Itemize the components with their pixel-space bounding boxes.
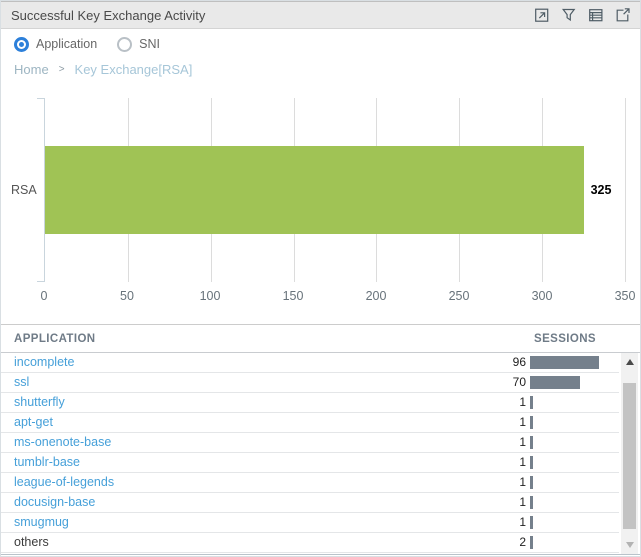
application-table-body: incomplete 96 ssl 70 shutterfly 1 apt-get 1 ms-o… [1,353,619,553]
breadcrumb: Home > Key Exchange[RSA] [1,59,192,79]
application-link-incomplete[interactable]: incomplete [14,355,75,369]
sessions-value: 1 [519,455,526,469]
application-link-league-of-legends[interactable]: league-of-legends [14,475,115,489]
sessions-value: 1 [519,395,526,409]
sessions-bar [530,496,533,509]
category-label-rsa: RSA [11,183,37,197]
x-tick-label: 250 [448,289,470,303]
breadcrumb-home[interactable]: Home [14,61,49,77]
application-link-shutterfly[interactable]: shutterfly [14,395,65,409]
application-link-smugmug[interactable]: smugmug [14,515,69,529]
sessions-bar [530,516,533,529]
widget-titlebar: Successful Key Exchange Activity [1,1,640,29]
scrollbar-down-button[interactable] [621,538,638,552]
x-tick-label: 150 [282,289,304,303]
popout-icon[interactable] [533,6,551,24]
column-header-sessions[interactable]: SESSIONS [534,333,596,345]
bar-value-label: 325 [590,183,612,197]
table-row: tumblr-base 1 [1,453,619,473]
sessions-bar [530,456,533,469]
radio-application[interactable]: Application [14,36,98,52]
table-row: ssl 70 [1,373,619,393]
radio-unselected-icon [117,36,133,52]
triangle-down-icon [625,542,634,548]
application-link-ssl[interactable]: ssl [14,375,30,389]
table-row: incomplete 96 [1,353,619,373]
x-tick-label: 0 [40,289,48,303]
sessions-value: 96 [512,355,526,369]
table-row: smugmug 1 [1,513,619,533]
sessions-value: 70 [512,375,526,389]
sessions-value: 2 [519,535,526,549]
sessions-bar [530,536,533,549]
table-view-icon[interactable] [587,6,605,24]
x-tick-label: 100 [199,289,221,303]
sessions-value: 1 [519,435,526,449]
table-row: docusign-base 1 [1,493,619,513]
breadcrumb-separator: > [58,63,65,75]
widget-title: Successful Key Exchange Activity [11,7,206,23]
x-tick-label: 350 [614,289,636,303]
radio-application-label: Application [36,37,98,51]
scrollbar-up-button[interactable] [621,355,638,369]
application-link-docusign-base[interactable]: docusign-base [14,495,96,509]
breadcrumb-current[interactable]: Key Exchange[RSA] [74,61,193,77]
key-exchange-bar-chart: 325 0 50 100 150 200 250 300 350 RSA [1,81,640,316]
y-axis-tick [37,98,44,99]
y-axis-tick [37,281,44,282]
table-bottom-border [1,554,640,555]
table-row: league-of-legends 1 [1,473,619,493]
x-tick-label: 50 [120,289,134,303]
table-row: others 2 [1,533,619,553]
application-link-ms-onenote-base[interactable]: ms-onenote-base [14,435,112,449]
x-tick-label: 200 [365,289,387,303]
radio-sni[interactable]: SNI [117,36,160,52]
filter-icon[interactable] [560,6,578,24]
sessions-bar [530,356,599,369]
application-link-apt-get[interactable]: apt-get [14,415,53,429]
radio-selected-icon [14,36,29,52]
sessions-value: 1 [519,515,526,529]
widget-toolbar [533,6,632,24]
sessions-bar [530,416,533,429]
application-link-others: others [14,535,49,549]
radio-sni-label: SNI [139,37,160,51]
sessions-bar [530,436,533,449]
table-row: ms-onenote-base 1 [1,433,619,453]
sessions-value: 1 [519,475,526,489]
triangle-up-icon [625,359,634,365]
chart-plot-area: 325 [37,98,626,282]
x-tick-label: 300 [531,289,553,303]
table-header: APPLICATION SESSIONS [1,324,640,353]
table-scrollbar[interactable] [621,353,638,554]
bar-rsa[interactable] [45,146,584,234]
export-icon[interactable] [614,6,632,24]
column-header-application[interactable]: APPLICATION [14,333,96,345]
table-row: shutterfly 1 [1,393,619,413]
sessions-value: 1 [519,415,526,429]
chart-gridline [625,98,626,282]
view-toggle-group: Application SNI [1,31,160,57]
sessions-bar [530,476,533,489]
sessions-bar [530,376,581,389]
table-row: apt-get 1 [1,413,619,433]
sessions-value: 1 [519,495,526,509]
sessions-bar [530,396,533,409]
scrollbar-thumb[interactable] [623,383,636,529]
application-link-tumblr-base[interactable]: tumblr-base [14,455,80,469]
